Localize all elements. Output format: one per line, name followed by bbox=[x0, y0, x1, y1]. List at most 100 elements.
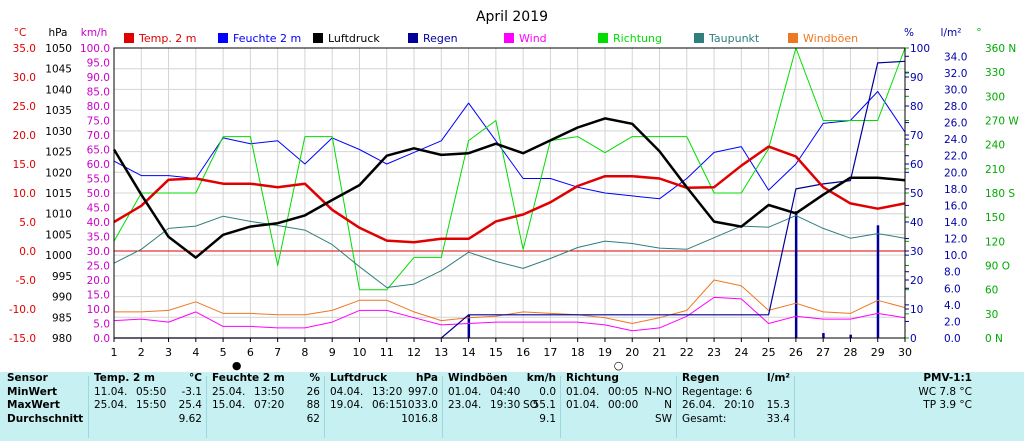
pressure-header: Luftdruck bbox=[330, 372, 388, 384]
direction-axis-tick-label: 360 N bbox=[985, 43, 1016, 55]
x-tick-label: 29 bbox=[871, 346, 885, 359]
rain-days: Regentage: 6 bbox=[682, 385, 753, 398]
pressure-axis-tick-label: 1040 bbox=[45, 84, 72, 96]
humidity-max-time: 07:20 bbox=[254, 399, 285, 411]
gusts-avg-value: 9.1 bbox=[539, 412, 556, 425]
wind-axis-tick-label: 10.0 bbox=[87, 304, 110, 316]
gusts-min-value: 0.0 bbox=[539, 385, 556, 398]
legend-swatch bbox=[124, 33, 134, 43]
rain-axis-tick-label: 0.0 bbox=[944, 333, 961, 345]
direction-axis-tick-label: 240 bbox=[985, 140, 1005, 152]
gusts-max-time: 19:30 bbox=[490, 399, 521, 411]
row-label-avg: Durchschnitt bbox=[7, 412, 84, 425]
x-tick-label: 18 bbox=[571, 346, 585, 359]
gusts-max-date: 23.04. bbox=[448, 399, 482, 411]
series-line-taupunkt bbox=[113, 215, 906, 288]
legend-label: Richtung bbox=[613, 32, 662, 45]
humidity-axis-tick-label: 90 bbox=[910, 72, 923, 84]
wind-axis-tick-label: 60.0 bbox=[87, 159, 110, 171]
pressure-axis-tick-label: 1005 bbox=[45, 229, 72, 241]
legend-label: Feuchte 2 m bbox=[233, 32, 301, 45]
temp-axis-tick-label: -5.0 bbox=[16, 275, 37, 287]
pressure-unit: hPa bbox=[416, 372, 438, 384]
wind-axis-tick-label: 35.0 bbox=[87, 232, 110, 244]
wind-axis-unit: km/h bbox=[81, 27, 108, 39]
stats-pressure-column: Luftdruck hPa 04.04. 13:20 997.0 19.04. 06:1… bbox=[324, 372, 442, 441]
rain-bars bbox=[467, 211, 880, 338]
humidity-header: Feuchte 2 m bbox=[212, 372, 285, 384]
stats-humidity-column: Feuchte 2 m% 25.04. 13:50 26 15.04. 07:20 88… bbox=[206, 372, 324, 441]
wind-axis-tick-label: 45.0 bbox=[87, 203, 110, 215]
temp-axis-tick-label: 0.0 bbox=[19, 246, 36, 258]
legend-swatch bbox=[694, 33, 704, 43]
humidity-min-date: 25.04. bbox=[212, 385, 246, 398]
chart-legend: Temp. 2 m Feuchte 2 m Luftdruck Regen Wind Ri… bbox=[124, 32, 858, 45]
legend-swatch bbox=[218, 33, 228, 43]
humidity-axis-unit: % bbox=[904, 27, 914, 39]
gusts-max-dir: SO bbox=[523, 399, 538, 411]
direction-axis-tick-label: 0 N bbox=[985, 333, 1003, 345]
direction-max-value: N bbox=[664, 399, 672, 411]
x-axis: 1 2 3 4 5 6 7 8 9 10 11 12 13 14 15 16 17 18 19 20 21 22 23 24 2… bbox=[111, 338, 912, 359]
humidity-avg-value: 62 bbox=[306, 412, 320, 425]
rain-axis-tick-label: 16.0 bbox=[944, 200, 967, 212]
x-tick-label: 10 bbox=[352, 346, 366, 359]
rain-bar bbox=[822, 333, 825, 338]
gusts-unit: km/h bbox=[526, 372, 556, 384]
pressure-min-time: 13:20 bbox=[372, 385, 403, 398]
temp-axis-tick-label: -10.0 bbox=[9, 304, 36, 316]
temp-axis-tick-label: 25.0 bbox=[13, 101, 36, 113]
series-line-wind bbox=[113, 296, 906, 332]
stats-direction-column: Richtung 01.04. 00:05 N-NO 01.04. 00:00 N SW bbox=[560, 372, 676, 441]
rain-axis-tick-label: 18.0 bbox=[944, 184, 967, 196]
wind-axis-tick-label: 70.0 bbox=[87, 130, 110, 142]
pmv-tp: TP 3.9 °C bbox=[923, 399, 972, 411]
rain-bar bbox=[849, 334, 852, 338]
rain-axis-tick-label: 8.0 bbox=[944, 267, 961, 279]
x-tick-label: 27 bbox=[816, 346, 830, 359]
moon-phase-icon: ○ bbox=[614, 359, 624, 372]
temp-axis-tick-label: 5.0 bbox=[19, 217, 36, 229]
rain-axis-tick-label: 14.0 bbox=[944, 217, 967, 229]
rain-max-date: 26.04. bbox=[682, 399, 716, 411]
direction-axis-tick-label: 30 bbox=[985, 309, 998, 321]
humidity-max-value: 88 bbox=[306, 399, 320, 411]
rain-bar bbox=[876, 225, 880, 338]
series-line-temp-2-m bbox=[113, 145, 906, 244]
gusts-header: Windböen bbox=[448, 372, 508, 384]
moon-markers: ● ○ bbox=[232, 359, 623, 372]
legend-swatch bbox=[598, 33, 608, 43]
series-line-luftdruck bbox=[112, 117, 906, 259]
x-tick-label: 9 bbox=[329, 346, 336, 359]
x-tick-label: 3 bbox=[165, 346, 172, 359]
pressure-avg-value: 1016.8 bbox=[401, 412, 438, 425]
x-tick-label: 5 bbox=[220, 346, 227, 359]
x-tick-label: 2 bbox=[138, 346, 145, 359]
humidity-axis-tick-label: 40 bbox=[910, 217, 923, 229]
rain-axis-tick-label: 2.0 bbox=[944, 316, 961, 328]
legend-label: Regen bbox=[423, 32, 458, 45]
x-tick-label: 25 bbox=[762, 346, 776, 359]
legend-label: Wind bbox=[519, 32, 547, 45]
humidity-axis-tick-label: 20 bbox=[910, 275, 923, 287]
temp-min-date: 11.04. bbox=[94, 385, 128, 398]
direction-axis-tick-label: 60 bbox=[985, 285, 998, 297]
temp-header: Temp. 2 m bbox=[94, 372, 155, 384]
direction-axis-tick-label: 180 S bbox=[985, 188, 1015, 200]
direction-axis-tick-label: 270 W bbox=[985, 116, 1019, 128]
stats-sensor-column: Sensor MinWert MaxWert Durchschnitt bbox=[0, 372, 95, 441]
direction-axis-tick-label: 90 O bbox=[985, 261, 1010, 273]
row-label-max: MaxWert bbox=[7, 399, 60, 411]
pressure-axis-tick-label: 990 bbox=[52, 292, 72, 304]
x-tick-label: 30 bbox=[898, 346, 912, 359]
pressure-max-value: 1033.0 bbox=[401, 399, 438, 411]
rain-axis-tick-label: 28.0 bbox=[944, 101, 967, 113]
wind-axis-tick-label: 20.0 bbox=[87, 275, 110, 287]
humidity-min-time: 13:50 bbox=[254, 385, 285, 398]
x-tick-label: 28 bbox=[843, 346, 857, 359]
pressure-max-date: 19.04. bbox=[330, 399, 364, 411]
x-tick-label: 4 bbox=[192, 346, 199, 359]
rain-axis-tick-label: 34.0 bbox=[944, 51, 967, 63]
x-tick-label: 17 bbox=[543, 346, 557, 359]
direction-avg-value: SW bbox=[654, 412, 672, 425]
